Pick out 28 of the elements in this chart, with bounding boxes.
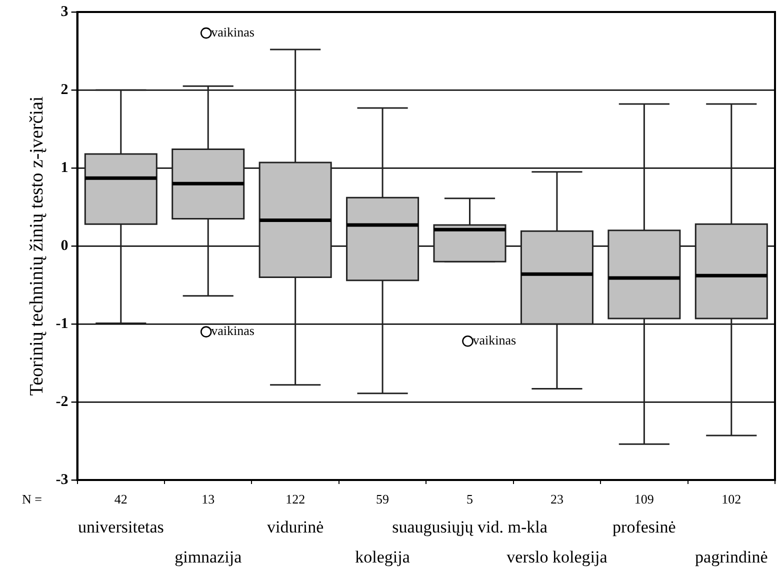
text: 13 (202, 491, 215, 506)
y-tick-label: -2 (56, 394, 68, 410)
x-tick-label: kolegija (355, 547, 410, 566)
x-tick-label: verslo kolegija (506, 547, 608, 566)
text: 102 (722, 491, 742, 506)
y-tick-label: -3 (56, 472, 68, 488)
annotation: vaikinas (472, 332, 516, 348)
y-tick-label: -1 (56, 316, 68, 332)
text: 23 (550, 491, 564, 506)
x-tick-label: universitetas (78, 517, 164, 536)
annotation: vaikinas (211, 24, 254, 40)
annotation: vaikinas (211, 323, 254, 338)
y-tick-label: 0 (60, 238, 68, 254)
x-tick-label: pagrindinė (695, 547, 768, 566)
text: 5 (466, 491, 474, 506)
x-tick-label: suaugusiųjų vid. m-kla (392, 517, 548, 536)
y-tick-label: 1 (60, 160, 68, 176)
x-tick-label: vidurinė (267, 517, 324, 536)
y-axis-title: Teorinių techninių žinių testo z-įverčiai (26, 96, 48, 396)
y-tick-label: 2 (60, 82, 68, 98)
text: 59 (376, 491, 390, 506)
x-tick-label: gimnazija (174, 547, 242, 566)
text: 122 (286, 491, 306, 506)
text: 42 (114, 491, 128, 506)
x-tick-label: profesinė (612, 517, 676, 536)
text: 109 (634, 491, 654, 506)
text: N = (22, 491, 42, 506)
y-tick-label: 3 (60, 4, 68, 20)
